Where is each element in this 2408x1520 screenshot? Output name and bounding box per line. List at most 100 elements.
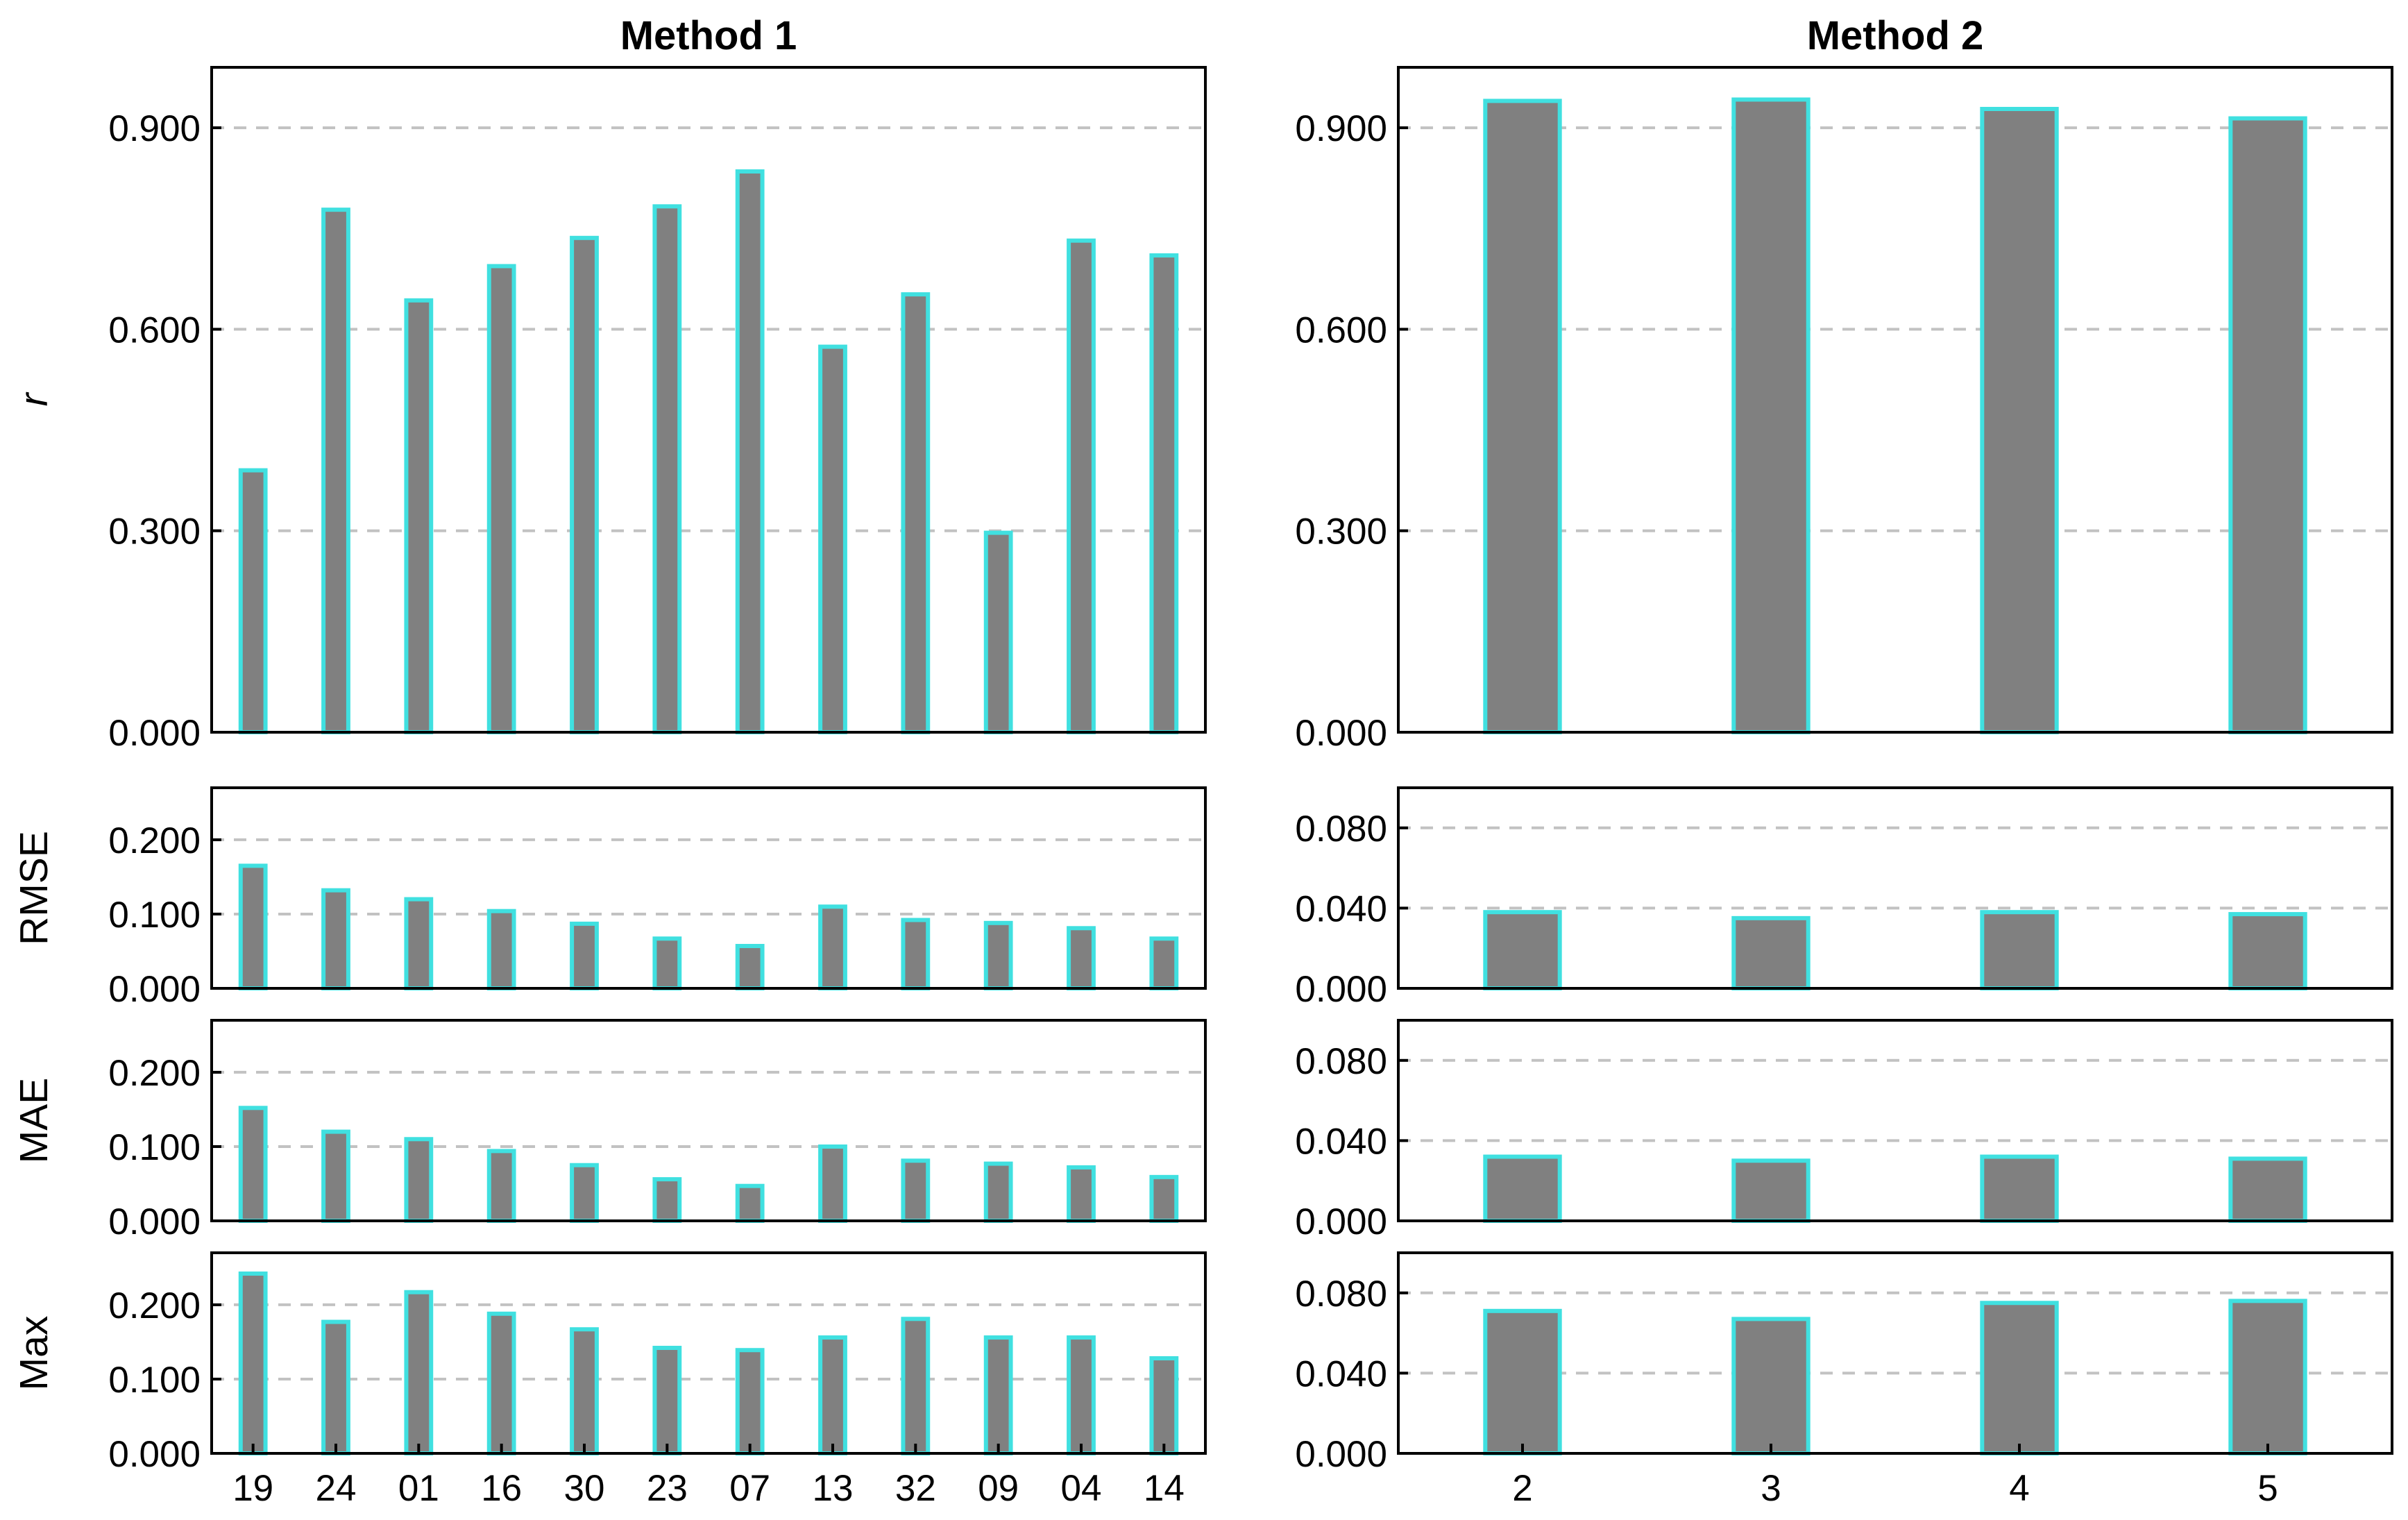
bar-5 xyxy=(2228,1299,2307,1455)
y-tick-label: 0.000 xyxy=(1295,1434,1387,1475)
bar-13 xyxy=(818,1144,847,1224)
y-tick-label: 0.000 xyxy=(1295,713,1387,754)
axes-frame xyxy=(210,66,1207,734)
x-tick-label: 14 xyxy=(1144,1468,1185,1509)
bar-30 xyxy=(570,1327,599,1456)
bar-32 xyxy=(901,292,931,734)
y-axis-label: r xyxy=(12,391,56,406)
bar-13 xyxy=(818,344,847,734)
bar-23 xyxy=(652,204,682,734)
bar-32 xyxy=(901,918,931,990)
axes-frame xyxy=(1397,1019,2393,1222)
bar-32 xyxy=(901,1317,931,1455)
bar-23 xyxy=(652,1177,682,1223)
bar-01 xyxy=(404,1290,434,1455)
method2-r-panel: 0.000 0.300 0.600 0.900 Method 2 xyxy=(1295,13,2393,754)
y-tick-label: 0.000 xyxy=(1295,969,1387,1010)
bar-2 xyxy=(1483,910,1562,991)
chart-title: Method 2 xyxy=(1807,13,1984,58)
y-tick-label: 0.900 xyxy=(108,108,201,149)
y-axis-label: Max xyxy=(12,1316,56,1391)
x-tick-label: 16 xyxy=(481,1468,522,1509)
y-tick-label: 0.600 xyxy=(1295,310,1387,351)
bar-19 xyxy=(238,468,268,735)
y-tick-label: 0.000 xyxy=(1295,1201,1387,1242)
bar-07 xyxy=(735,943,765,991)
x-tick-label: 07 xyxy=(729,1468,770,1509)
bar-09 xyxy=(983,530,1013,734)
y-tick-label: 0.300 xyxy=(108,512,201,552)
bar-30 xyxy=(570,921,599,991)
method1-rmse-panel: 0.000 0.100 0.200 RMSE xyxy=(12,786,1207,1010)
chart-title: Method 1 xyxy=(620,13,797,58)
y-tick-label: 0.600 xyxy=(108,310,201,351)
bar-19 xyxy=(238,863,268,991)
axes-frame xyxy=(1397,66,2393,734)
method1-mae-panel: 0.000 0.100 0.200 MAE xyxy=(12,1019,1207,1242)
bar-04 xyxy=(1067,1335,1096,1455)
bar-14 xyxy=(1149,1356,1179,1455)
bar-2 xyxy=(1483,1308,1562,1456)
bar-14 xyxy=(1149,253,1179,734)
y-tick-label: 0.080 xyxy=(1295,1041,1387,1082)
y-tick-label: 0.000 xyxy=(108,713,201,754)
y-tick-label: 0.000 xyxy=(108,969,201,1010)
bar-14 xyxy=(1149,936,1179,990)
y-tick-label: 0.000 xyxy=(108,1201,201,1242)
bar-24 xyxy=(321,208,350,734)
bar-30 xyxy=(570,235,599,734)
bar-19 xyxy=(238,1106,268,1223)
method2-mae-panel: 0.000 0.040 0.080 xyxy=(1295,1019,2393,1242)
y-tick-label: 0.080 xyxy=(1295,809,1387,850)
bar-16 xyxy=(486,1149,516,1223)
axes-frame xyxy=(1397,1251,2393,1455)
bar-4 xyxy=(1980,106,2059,734)
y-tick-label: 0.080 xyxy=(1295,1274,1387,1315)
y-tick-label: 0.200 xyxy=(108,820,201,861)
bar-5 xyxy=(2228,116,2307,734)
bar-13 xyxy=(818,904,847,991)
y-tick-label: 0.040 xyxy=(1295,1121,1387,1162)
bar-4 xyxy=(1980,910,2059,991)
bar-24 xyxy=(321,1129,350,1223)
bar-3 xyxy=(1731,915,1811,990)
x-tick-label: 5 xyxy=(2257,1468,2278,1509)
bar-01 xyxy=(404,1137,434,1224)
bar-04 xyxy=(1067,926,1096,991)
bar-07 xyxy=(735,1183,765,1224)
axes-frame xyxy=(210,1019,1207,1222)
y-tick-label: 0.040 xyxy=(1295,888,1387,929)
bar-30 xyxy=(570,1163,599,1223)
bar-2 xyxy=(1483,1154,1562,1224)
x-tick-label: 04 xyxy=(1061,1468,1102,1509)
bar-09 xyxy=(983,1335,1013,1455)
bar-07 xyxy=(735,1348,765,1455)
x-tick-label: 01 xyxy=(398,1468,439,1509)
method1-max-panel: 0.000 0.100 0.200 19 24 01 16 30 23 07 13 32 09 04 14 M… xyxy=(12,1251,1207,1509)
bar-2 xyxy=(1483,99,1562,734)
bar-19 xyxy=(238,1271,268,1455)
x-tick-label: 4 xyxy=(2009,1468,2029,1509)
x-tick-label: 3 xyxy=(1761,1468,1781,1509)
y-tick-label: 0.000 xyxy=(108,1434,201,1475)
bar-5 xyxy=(2228,912,2307,990)
x-tick-label: 30 xyxy=(564,1468,605,1509)
y-axis-label: RMSE xyxy=(12,831,56,945)
x-tick-label: 23 xyxy=(647,1468,688,1509)
bar-16 xyxy=(486,1311,516,1456)
bar-07 xyxy=(735,169,765,734)
x-tick-label: 13 xyxy=(813,1468,854,1509)
y-tick-label: 0.200 xyxy=(108,1285,201,1326)
bar-09 xyxy=(983,1161,1013,1223)
bar-09 xyxy=(983,920,1013,990)
axes-frame xyxy=(210,786,1207,990)
axes-frame xyxy=(210,1251,1207,1455)
y-tick-label: 0.040 xyxy=(1295,1353,1387,1394)
bar-04 xyxy=(1067,238,1096,735)
y-tick-label: 0.900 xyxy=(1295,108,1387,149)
bar-4 xyxy=(1980,1301,2059,1455)
x-tick-label: 09 xyxy=(978,1468,1019,1509)
method2-rmse-panel: 0.000 0.040 0.080 xyxy=(1295,786,2393,1010)
bar-13 xyxy=(818,1335,847,1455)
